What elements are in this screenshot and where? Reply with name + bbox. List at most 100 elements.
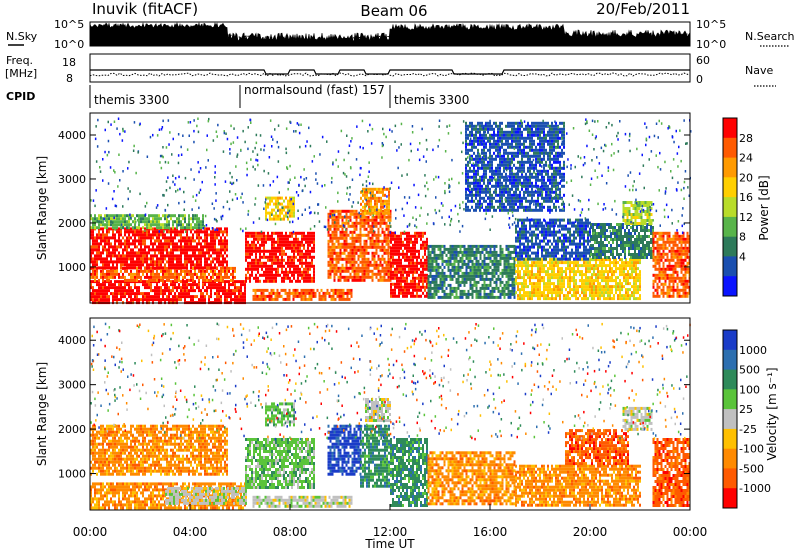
echo-cell	[331, 251, 334, 255]
echo-cell	[437, 253, 440, 257]
echo-cell	[365, 242, 368, 246]
echo-cell	[114, 239, 116, 243]
echo-cell	[345, 218, 348, 222]
echo-cell	[311, 234, 313, 238]
echo-cell	[431, 262, 434, 266]
echo-cell	[226, 272, 228, 276]
echo-cell	[279, 196, 281, 200]
echo-cell	[271, 199, 273, 203]
echo-cell	[232, 298, 234, 302]
echo-cell	[410, 264, 412, 268]
echo-cell	[531, 297, 533, 301]
echo-cell	[355, 245, 358, 249]
echo-cell	[150, 272, 152, 276]
echo-cell	[479, 262, 482, 266]
echo-cell	[386, 211, 388, 215]
echo-cell	[431, 250, 434, 254]
echo-cell	[569, 276, 571, 280]
echo-cell	[371, 224, 374, 228]
echo-cell	[485, 256, 488, 260]
echo-cell	[559, 261, 561, 265]
echo-cell	[339, 212, 342, 216]
echo-cell	[172, 223, 174, 227]
echo-cell	[214, 236, 216, 240]
echo-cell	[289, 261, 291, 265]
echo-cell	[585, 291, 587, 295]
echo-cell	[443, 265, 446, 269]
echo-cell	[370, 196, 372, 200]
echo-cell	[210, 245, 212, 249]
echo-cell	[371, 215, 374, 219]
echo-cell	[398, 270, 400, 274]
echo-cell	[355, 239, 358, 243]
echo-cell	[581, 282, 583, 286]
echo-cell	[427, 277, 430, 281]
echo-cell	[563, 282, 565, 286]
echo-cell	[114, 269, 116, 273]
echo-cell	[194, 248, 196, 252]
echo-cell	[394, 261, 396, 265]
echo-cell	[396, 267, 398, 271]
echo-cell	[182, 278, 184, 282]
echo-cell	[357, 269, 360, 273]
echo-cell	[553, 288, 555, 292]
echo-cell	[607, 258, 609, 262]
echo-cell	[108, 248, 110, 252]
echo-cell	[380, 190, 382, 194]
echo-cell	[324, 291, 327, 295]
echo-cell	[198, 236, 200, 240]
echo-cell	[406, 240, 408, 244]
echo-cell	[420, 243, 422, 247]
echo-cell	[408, 291, 410, 295]
echo-cell	[350, 288, 353, 292]
echo-cell	[635, 297, 637, 301]
echo-cell	[172, 214, 174, 218]
echo-cell	[365, 215, 368, 219]
echo-cell	[579, 270, 581, 274]
echo-cell	[375, 272, 378, 276]
echo-cell	[355, 272, 358, 276]
echo-cell	[412, 246, 414, 250]
echo-cell	[537, 294, 539, 298]
echo-cell	[335, 272, 338, 276]
echo-cell	[218, 295, 220, 299]
echo-cell	[569, 285, 571, 289]
echo-cell	[210, 278, 212, 282]
echo-cell	[164, 298, 166, 302]
echo-cell	[148, 226, 150, 230]
echo-cell	[259, 246, 261, 250]
echo-cell	[551, 258, 553, 262]
echo-cell	[412, 258, 414, 262]
echo-cell	[384, 193, 386, 197]
echo-cell	[404, 255, 406, 259]
echo-cell	[347, 257, 350, 261]
echo-cell	[392, 258, 394, 262]
echo-cell	[406, 243, 408, 247]
echo-cell	[267, 276, 269, 280]
echo-cell	[138, 272, 140, 276]
echo-cell	[116, 280, 118, 284]
echo-cell	[475, 250, 478, 254]
echo-cell	[326, 288, 329, 292]
echo-cell	[461, 274, 464, 278]
echo-cell	[410, 249, 412, 253]
echo-cell	[382, 190, 384, 194]
echo-cell	[104, 275, 106, 279]
echo-cell	[108, 254, 110, 258]
echo-cell	[106, 295, 108, 299]
echo-cell	[597, 294, 599, 298]
echo-cell	[140, 292, 142, 296]
echo-cell	[267, 196, 269, 200]
echo-cell	[587, 270, 589, 274]
echo-cell	[371, 227, 374, 231]
echo-cell	[477, 265, 480, 269]
echo-cell	[389, 218, 392, 222]
echo-cell	[487, 277, 490, 281]
echo-cell	[198, 248, 200, 252]
echo-cell	[581, 288, 583, 292]
echo-cell	[457, 271, 460, 275]
echo-cell	[335, 239, 338, 243]
echo-cell	[599, 297, 601, 301]
echo-cell	[373, 254, 376, 258]
echo-cell	[128, 245, 130, 249]
